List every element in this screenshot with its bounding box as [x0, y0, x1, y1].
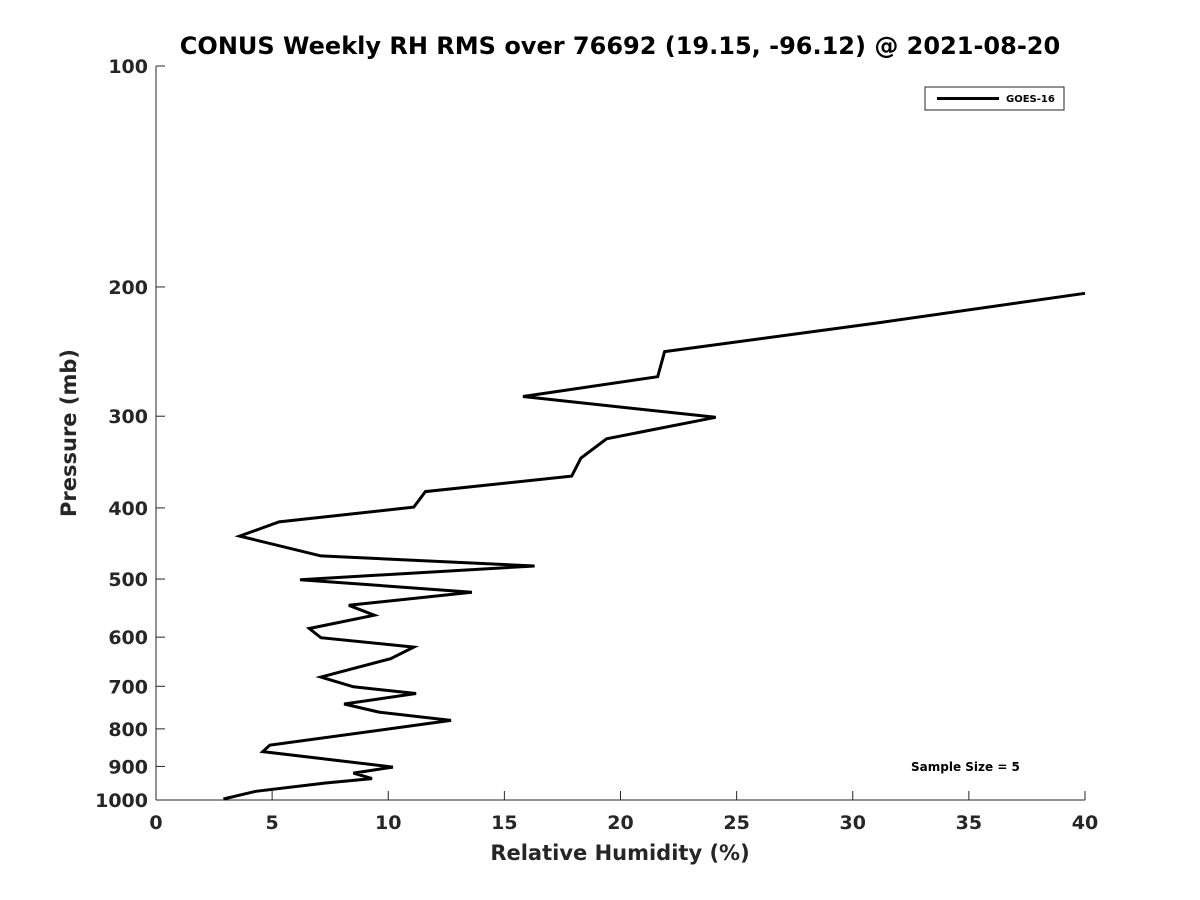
x-tick-label: 15: [491, 812, 517, 834]
y-tick-label: 600: [108, 627, 148, 649]
series-layer: [223, 291, 1086, 801]
y-tick-label: 700: [108, 676, 148, 698]
legend-entry-goes-16: GOES-16: [1006, 94, 1055, 105]
y-ticks: 100 200 300 400 500 600 700 800 900 1000: [95, 56, 165, 812]
x-tick-label: 5: [266, 812, 279, 834]
x-ticks: 0 5 10 15 20 25 30 35 40: [149, 791, 1098, 834]
series-line-goes-16: [223, 291, 1086, 801]
x-tick-label: 25: [723, 812, 749, 834]
y-tick-label: 400: [108, 498, 148, 520]
x-tick-label: 40: [1072, 812, 1098, 834]
chart-title: CONUS Weekly RH RMS over 76692 (19.15, -…: [180, 32, 1060, 60]
y-tick-label: 500: [108, 569, 148, 591]
y-tick-label: 800: [108, 719, 148, 741]
x-tick-label: 30: [840, 812, 866, 834]
sample-size-annotation: Sample Size = 5: [911, 760, 1020, 774]
y-tick-label: 100: [108, 56, 148, 78]
x-axis-label: Relative Humidity (%): [490, 841, 749, 865]
y-axis-label: Pressure (mb): [57, 349, 81, 517]
x-tick-label: 20: [607, 812, 633, 834]
y-tick-label: 900: [108, 756, 148, 778]
x-tick-label: 35: [956, 812, 982, 834]
y-tick-label: 300: [108, 406, 148, 428]
x-tick-label: 0: [149, 812, 162, 834]
x-tick-label: 10: [375, 812, 401, 834]
y-tick-label: 1000: [95, 790, 148, 812]
y-tick-label: 200: [108, 277, 148, 299]
legend: GOES-16: [924, 86, 1065, 111]
